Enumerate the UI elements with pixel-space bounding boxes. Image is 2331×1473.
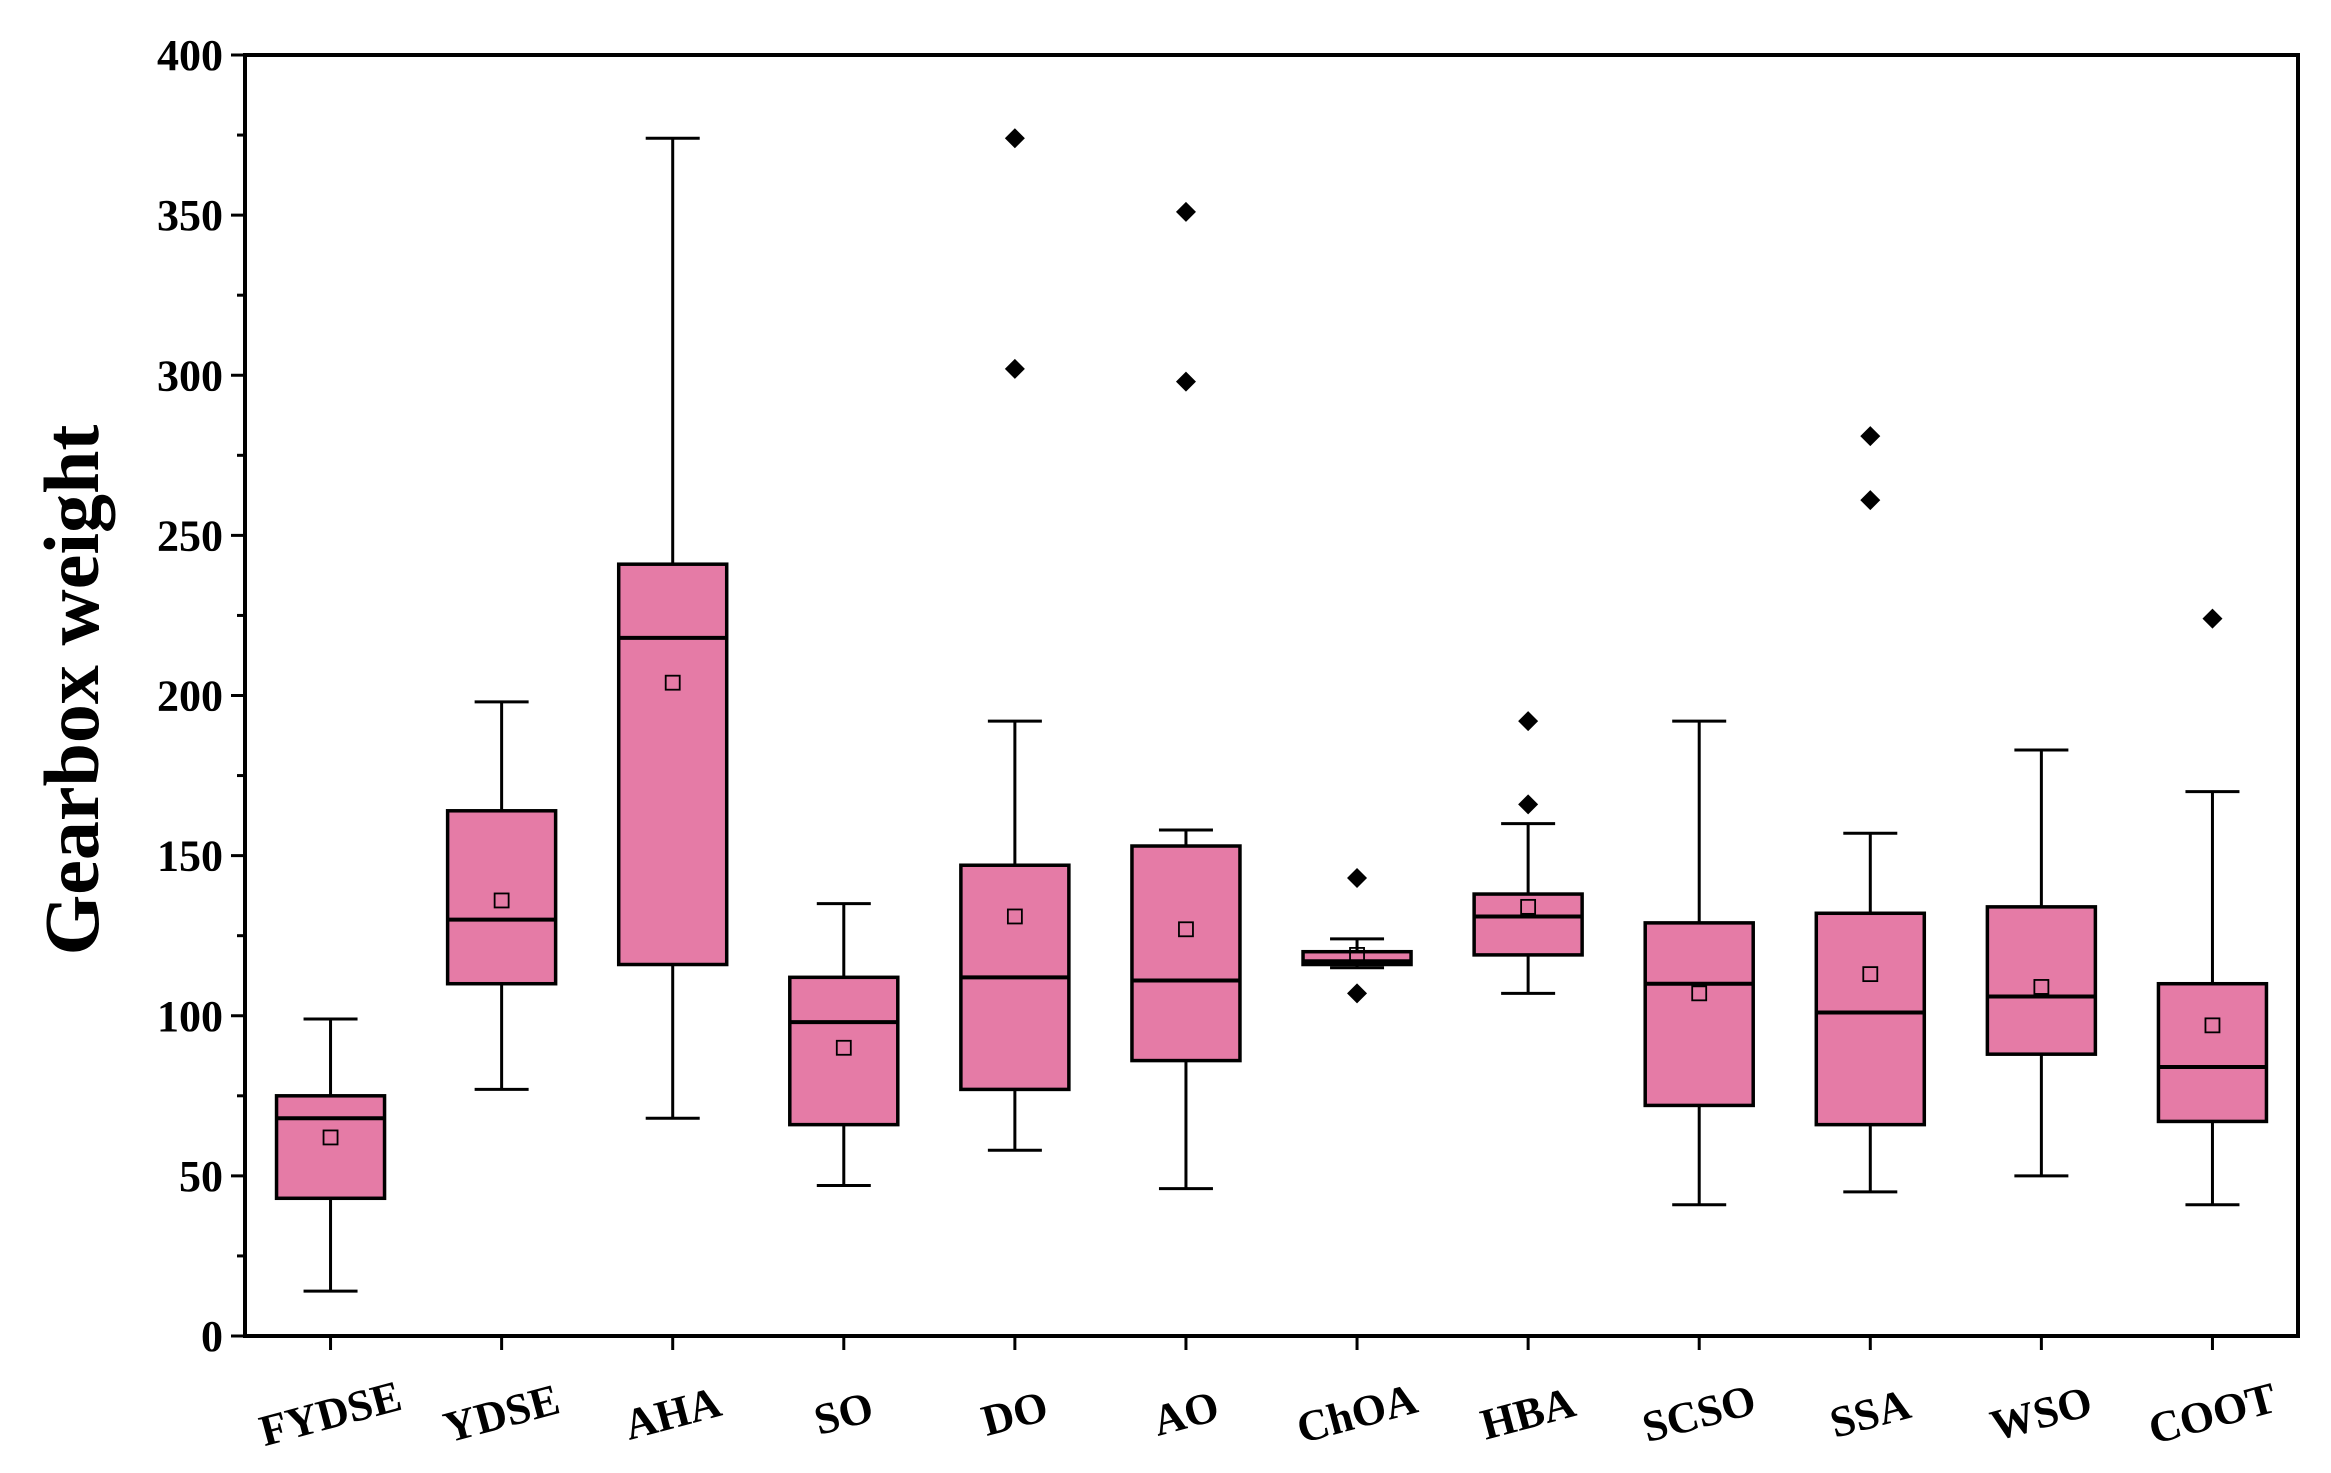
iqr-box [788, 975, 900, 1127]
x-tick-label: COOT [2143, 1373, 2281, 1454]
outlier-point [1347, 868, 1368, 889]
y-tick-label: 250 [157, 511, 223, 560]
outlier-point [1860, 426, 1881, 447]
mean-marker [1691, 985, 1708, 1002]
box-coot [2156, 608, 2269, 1207]
y-tick-label: 300 [157, 351, 223, 400]
box-ao [1130, 201, 1242, 1191]
y-tick-label: 50 [179, 1152, 223, 1201]
plot-frame [243, 53, 2300, 1338]
x-tick-label: AO [1148, 1381, 1224, 1445]
y-tick-label: 200 [157, 672, 223, 721]
plot-area: 0 50 100 150 200 250 300 350 400 FYDSE YDSE AHA SO DO… [157, 31, 2300, 1456]
iqr-box [1643, 921, 1755, 1108]
mean-marker [1520, 898, 1537, 915]
x-tick-label: SSA [1825, 1379, 1916, 1447]
x-tick-label: ChOA [1292, 1374, 1423, 1453]
mean-marker [2204, 1017, 2221, 1034]
mean-marker [1862, 966, 1879, 983]
box-fydse [274, 1017, 387, 1293]
mean-marker [664, 674, 681, 691]
iqr-box [445, 809, 558, 986]
iqr-box [2156, 981, 2269, 1124]
mean-marker [1178, 921, 1194, 938]
outlier-point [1860, 490, 1881, 511]
outlier-point [1004, 358, 1025, 379]
y-tick-label: 150 [157, 832, 223, 881]
outlier-point [1518, 711, 1539, 732]
x-tick-label: SO [809, 1382, 878, 1445]
box-hba [1472, 711, 1584, 995]
box-do [959, 128, 1071, 1152]
x-tick-label: FYDSE [254, 1371, 406, 1456]
box-aha [616, 136, 729, 1120]
iqr-box [616, 562, 729, 967]
mean-marker [1349, 947, 1365, 963]
x-tick-label: HBA [1476, 1377, 1581, 1449]
iqr-box [1814, 911, 1927, 1127]
box-choa [1301, 868, 1413, 1004]
outlier-point [1004, 128, 1025, 149]
mean-marker [493, 892, 510, 909]
y-tick-label: 0 [201, 1312, 223, 1361]
outlier-point [1175, 201, 1196, 222]
box-ydse [445, 700, 558, 1091]
outlier-point [2202, 608, 2223, 629]
mean-marker [322, 1129, 339, 1146]
box-so [788, 902, 900, 1187]
x-tick-label: WSO [1985, 1377, 2097, 1451]
outlier-point [1518, 794, 1539, 815]
y-tick-label: 350 [157, 191, 223, 240]
box-scso [1643, 719, 1755, 1207]
mean-marker [1006, 908, 1023, 925]
iqr-box [1472, 892, 1584, 957]
y-axis-title: Gearbox weight [28, 425, 115, 956]
x-tick-label: AHA [619, 1377, 726, 1450]
box-ssa [1814, 426, 1927, 1194]
mean-marker [835, 1039, 852, 1056]
outlier-point [1347, 983, 1368, 1004]
x-tick-label: YDSE [438, 1375, 564, 1453]
y-tick-label: 400 [157, 31, 223, 80]
box-wso [1985, 748, 2098, 1178]
x-tick-label: SCSO [1637, 1375, 1761, 1452]
iqr-box [1130, 844, 1242, 1063]
iqr-box [274, 1094, 387, 1201]
outlier-point [1175, 371, 1196, 392]
mean-marker [2033, 979, 2050, 995]
y-tick-label: 100 [157, 992, 223, 1041]
x-tick-label: DO [977, 1381, 1053, 1445]
